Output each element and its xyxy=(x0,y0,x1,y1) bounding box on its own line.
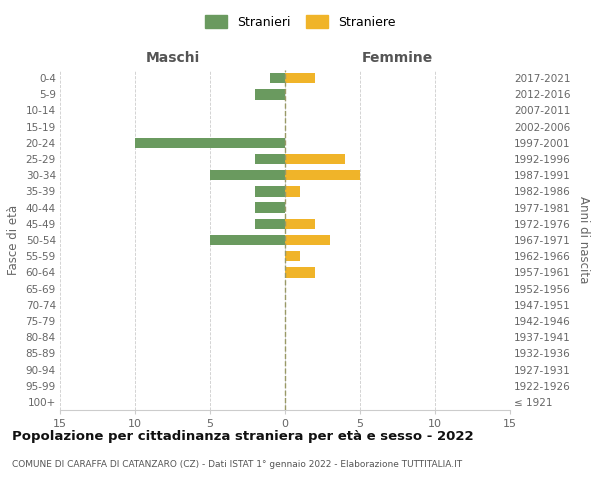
Bar xyxy=(255,154,285,164)
Legend: Stranieri, Straniere: Stranieri, Straniere xyxy=(201,11,399,32)
Text: COMUNE DI CARAFFA DI CATANZARO (CZ) - Dati ISTAT 1° gennaio 2022 - Elaborazione : COMUNE DI CARAFFA DI CATANZARO (CZ) - Da… xyxy=(12,460,462,469)
Text: Maschi: Maschi xyxy=(145,51,200,65)
Text: Popolazione per cittadinanza straniera per età e sesso - 2022: Popolazione per cittadinanza straniera p… xyxy=(12,430,473,443)
Bar xyxy=(285,154,345,164)
Bar xyxy=(210,170,285,180)
Bar xyxy=(255,202,285,213)
Bar xyxy=(210,234,285,246)
Bar xyxy=(255,186,285,196)
Bar xyxy=(285,73,315,84)
Text: Femmine: Femmine xyxy=(362,51,433,65)
Bar xyxy=(255,89,285,100)
Bar xyxy=(285,218,315,229)
Bar xyxy=(270,73,285,84)
Bar xyxy=(135,138,285,148)
Y-axis label: Fasce di età: Fasce di età xyxy=(7,205,20,275)
Bar xyxy=(255,218,285,229)
Bar xyxy=(285,186,300,196)
Bar xyxy=(285,234,330,246)
Bar xyxy=(285,267,315,278)
Bar xyxy=(285,170,360,180)
Bar xyxy=(285,251,300,262)
Y-axis label: Anni di nascita: Anni di nascita xyxy=(577,196,590,284)
